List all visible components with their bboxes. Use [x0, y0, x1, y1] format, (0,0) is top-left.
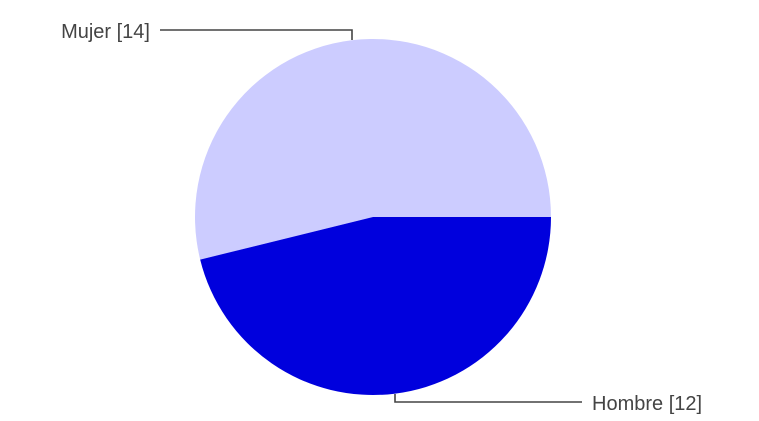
pie-slice-hombre: [200, 217, 551, 396]
leader-lines: [160, 29, 582, 403]
pie-slices: [195, 39, 552, 396]
pie-slice-mujer: [195, 39, 552, 260]
slice-label-mujer: Mujer [14]: [61, 21, 150, 43]
slice-label-hombre: Hombre [12]: [592, 393, 702, 415]
leader-line-hombre: [394, 394, 582, 403]
leader-line-mujer: [160, 29, 353, 40]
slice-labels: Mujer [14] Hombre [12]: [61, 21, 702, 415]
